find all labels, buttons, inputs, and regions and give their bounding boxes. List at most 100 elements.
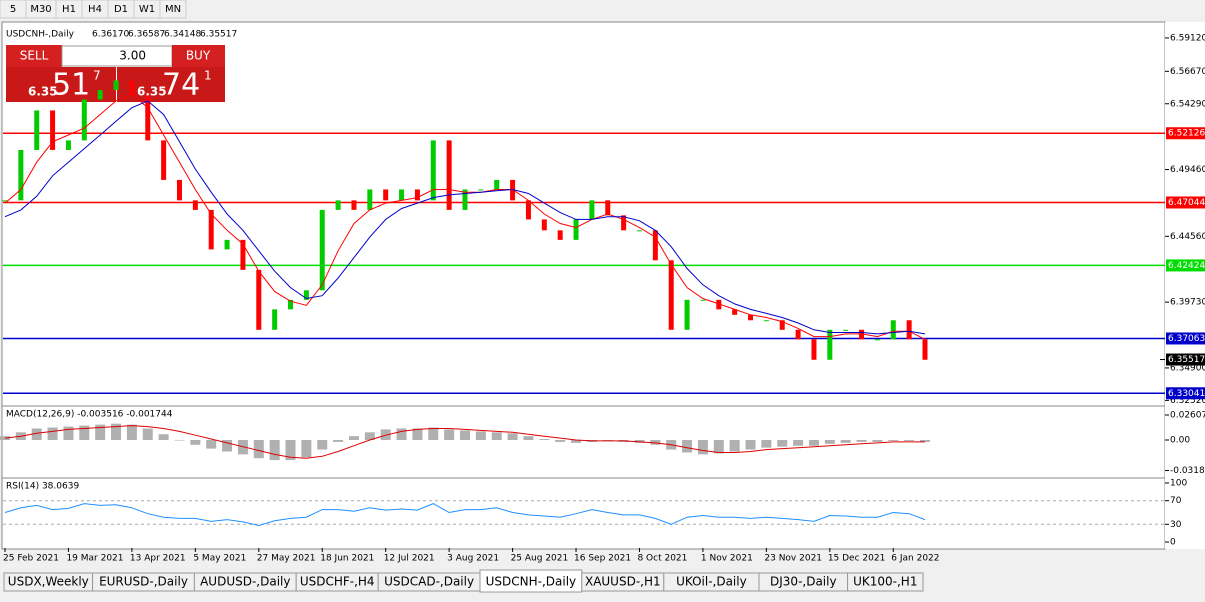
- ohlc-high: 6.36587: [128, 30, 165, 40]
- macd-bar: [745, 439, 756, 450]
- candle: [763, 320, 769, 322]
- y-tick-label: 0.00: [1170, 435, 1190, 445]
- timeframe-label[interactable]: 5: [10, 4, 16, 15]
- moving-average: [4, 93, 926, 340]
- candle: [636, 230, 642, 232]
- tab-label[interactable]: USDCAD-,Daily: [384, 575, 474, 589]
- macd-bar: [539, 439, 550, 440]
- rsi-line: [4, 503, 926, 527]
- y-tick-label: 6.54290: [1170, 99, 1205, 109]
- buy-label[interactable]: BUY: [186, 49, 211, 63]
- level-label: 6.52126: [1168, 129, 1205, 139]
- tab-label[interactable]: UK100-,H1: [853, 575, 917, 589]
- candle: [351, 200, 357, 210]
- candle: [303, 290, 309, 300]
- buy-big: 6.35: [137, 85, 167, 99]
- macd-bar: [364, 432, 375, 440]
- sell-price-box[interactable]: [6, 67, 116, 102]
- candle: [621, 215, 627, 231]
- candle: [50, 110, 56, 150]
- macd-bar: [507, 433, 518, 440]
- ohlc-low: 6.34148: [164, 30, 201, 40]
- tab-label[interactable]: EURUSD-,Daily: [99, 575, 188, 589]
- macd-bar: [317, 439, 328, 450]
- tab[interactable]: [847, 572, 924, 592]
- timeframe-label[interactable]: H1: [62, 4, 76, 15]
- sell-button[interactable]: [6, 45, 62, 67]
- candle: [668, 260, 674, 330]
- candle: [700, 299, 706, 301]
- timeframe-label[interactable]: D1: [114, 4, 128, 15]
- timeframe-label[interactable]: W1: [139, 4, 155, 15]
- timeframe-button[interactable]: [159, 0, 187, 19]
- tab-label[interactable]: USDCNH-,Daily: [486, 575, 577, 589]
- level-tag: [1166, 196, 1205, 209]
- tab-label[interactable]: USDCHF-,H4: [300, 575, 375, 589]
- macd-bar: [95, 424, 106, 440]
- moving-average: [4, 100, 926, 335]
- y-tick-label: 6.39730: [1170, 298, 1205, 308]
- macd-bar: [904, 439, 915, 441]
- last-price-tag: [1166, 353, 1205, 366]
- macd-bar: [142, 428, 153, 440]
- candle: [335, 200, 341, 210]
- macd-bar: [697, 439, 708, 455]
- x-tick-label: 12 Jul 2021: [384, 554, 435, 564]
- x-tick-label: 25 Aug 2021: [511, 554, 569, 564]
- candle: [684, 299, 690, 330]
- candle: [748, 314, 754, 321]
- volume-input[interactable]: [61, 45, 173, 67]
- x-tick-label: 15 Dec 2021: [828, 554, 886, 564]
- candle: [906, 320, 912, 340]
- buy-button[interactable]: [172, 45, 225, 67]
- macd-bar: [888, 439, 899, 441]
- tab-label[interactable]: DJ30-,Daily: [770, 575, 837, 589]
- level-label: 6.47044: [1168, 198, 1205, 208]
- candle: [208, 209, 214, 250]
- x-tick-label: 3 Aug 2021: [447, 554, 499, 564]
- candle: [605, 200, 611, 216]
- candle: [113, 80, 119, 90]
- candle: [319, 209, 325, 291]
- macd-bar: [761, 439, 772, 448]
- sell-label[interactable]: SELL: [20, 49, 49, 63]
- y-tick-label: 6.49460: [1170, 165, 1205, 175]
- macd-bar: [824, 439, 835, 444]
- candle: [18, 149, 24, 201]
- tab-label[interactable]: AUDUSD-,Daily: [200, 575, 290, 589]
- candle: [652, 230, 658, 261]
- y-tick-label: 30: [1170, 520, 1182, 530]
- candle: [732, 309, 738, 315]
- candle: [827, 329, 833, 360]
- candle: [494, 179, 500, 190]
- macd-bar: [523, 436, 534, 440]
- y-tick-label: 6.34900: [1170, 363, 1205, 373]
- ohlc-close: 6.35517: [200, 30, 237, 40]
- y-tick-label: -0.03187: [1170, 466, 1205, 476]
- timeframe-label[interactable]: MN: [165, 4, 181, 15]
- timeframe-label[interactable]: M30: [30, 4, 51, 15]
- x-tick-label: 6 Jan 2022: [891, 554, 939, 564]
- candle: [256, 269, 262, 330]
- macd-bar: [111, 423, 122, 440]
- macd-bar: [301, 439, 312, 458]
- tab-label[interactable]: UKOil-,Daily: [676, 575, 747, 589]
- macd-bar: [253, 439, 264, 459]
- candle: [874, 339, 880, 341]
- candle: [176, 179, 182, 201]
- tab-label[interactable]: USDX,Weekly: [8, 575, 89, 589]
- candle: [383, 189, 389, 201]
- x-tick-label: 18 Jun 2021: [320, 554, 374, 564]
- timeframe-label[interactable]: H4: [88, 4, 102, 15]
- x-tick-label: 19 Mar 2021: [66, 554, 123, 564]
- candle: [288, 299, 294, 310]
- candle: [859, 329, 865, 340]
- chart-area: [1, 21, 1166, 550]
- candle: [510, 179, 516, 201]
- candle: [129, 80, 135, 96]
- price-axis: [1165, 22, 1205, 549]
- macd-bar: [555, 439, 566, 442]
- tab-label[interactable]: XAUUSD-,H1: [585, 575, 661, 589]
- y-tick-label: 6.59120: [1170, 33, 1205, 43]
- candle: [145, 95, 151, 141]
